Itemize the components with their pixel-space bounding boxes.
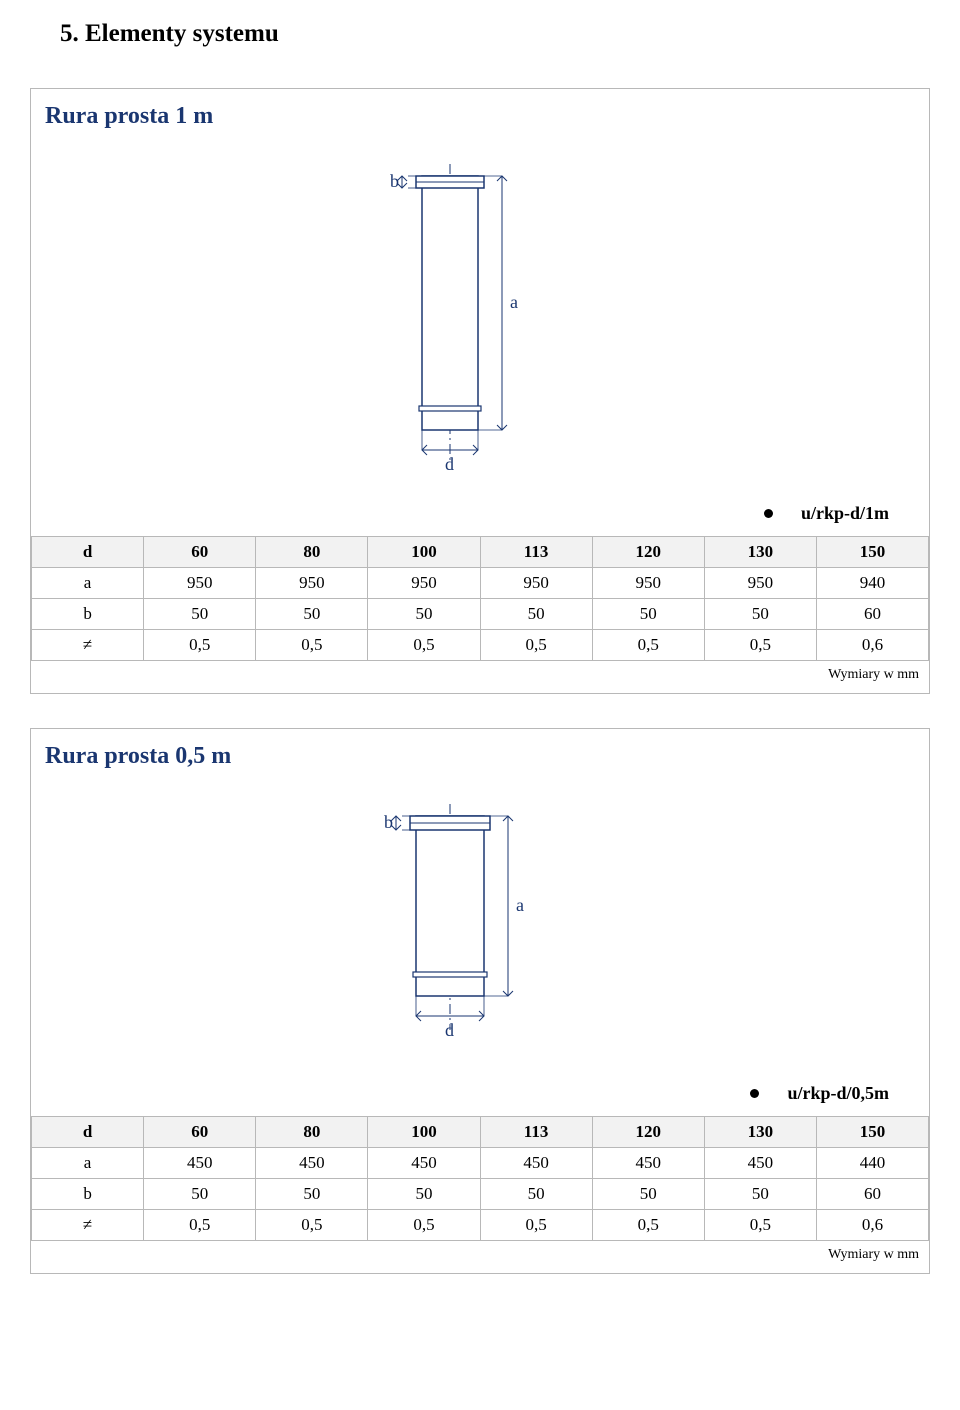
col-header: 150: [816, 1117, 928, 1148]
col-header: 80: [256, 537, 368, 568]
col-header: 120: [592, 537, 704, 568]
table-cell: 440: [816, 1148, 928, 1179]
col-header: 130: [704, 537, 816, 568]
dimensions-note: Wymiary w mm: [31, 1241, 929, 1273]
svg-text:b: b: [390, 171, 399, 191]
table-cell: 450: [592, 1148, 704, 1179]
bullet-icon: [750, 1089, 759, 1098]
row-key: ≠: [32, 630, 144, 661]
product-code-row: u/rkp-d/0,5m: [31, 1077, 929, 1116]
row-key: ≠: [32, 1210, 144, 1241]
table-cell: 0,5: [592, 1210, 704, 1241]
product-box: Rura prosta 1 mbadu/rkp-d/1md60801001131…: [30, 88, 930, 694]
pipe-diagram: b a d: [360, 146, 600, 486]
product-box: Rura prosta 0,5 mbadu/rkp-d/0,5md6080100…: [30, 728, 930, 1274]
table-cell: 0,6: [816, 1210, 928, 1241]
table-cell: 0,5: [704, 630, 816, 661]
table-cell: 50: [480, 1179, 592, 1210]
table-cell: 0,5: [480, 1210, 592, 1241]
table-cell: 0,5: [144, 630, 256, 661]
col-header: 120: [592, 1117, 704, 1148]
table-cell: 450: [480, 1148, 592, 1179]
table-cell: 950: [480, 568, 592, 599]
col-header-key: d: [32, 1117, 144, 1148]
table-cell: 50: [592, 599, 704, 630]
table-cell: 50: [256, 1179, 368, 1210]
col-header: 60: [144, 537, 256, 568]
col-header: 130: [704, 1117, 816, 1148]
table-cell: 450: [144, 1148, 256, 1179]
col-header: 113: [480, 537, 592, 568]
table-cell: 0,5: [592, 630, 704, 661]
table-cell: 50: [256, 599, 368, 630]
table-cell: 50: [592, 1179, 704, 1210]
col-header: 150: [816, 537, 928, 568]
table-cell: 0,5: [704, 1210, 816, 1241]
product-code: u/rkp-d/0,5m: [787, 1083, 889, 1103]
dimensions-note: Wymiary w mm: [31, 661, 929, 693]
table-cell: 0,5: [256, 1210, 368, 1241]
table-cell: 950: [704, 568, 816, 599]
table-cell: 50: [480, 599, 592, 630]
col-header-key: d: [32, 537, 144, 568]
table-cell: 50: [144, 1179, 256, 1210]
page: 5. Elementy systemu Rura prosta 1 mbadu/…: [0, 0, 960, 1338]
table-cell: 450: [368, 1148, 480, 1179]
table-cell: 50: [368, 1179, 480, 1210]
col-header: 113: [480, 1117, 592, 1148]
row-key: b: [32, 1179, 144, 1210]
table-cell: 940: [816, 568, 928, 599]
products-container: Rura prosta 1 mbadu/rkp-d/1md60801001131…: [30, 88, 930, 1274]
row-key: b: [32, 599, 144, 630]
table-cell: 0,5: [368, 1210, 480, 1241]
section-heading: 5. Elementy systemu: [60, 20, 930, 48]
table-cell: 450: [256, 1148, 368, 1179]
svg-text:d: d: [445, 1020, 454, 1040]
col-header: 60: [144, 1117, 256, 1148]
table-cell: 950: [368, 568, 480, 599]
table-cell: 60: [816, 1179, 928, 1210]
product-code-row: u/rkp-d/1m: [31, 497, 929, 536]
col-header: 80: [256, 1117, 368, 1148]
svg-text:b: b: [384, 812, 393, 832]
table-cell: 0,6: [816, 630, 928, 661]
table-cell: 50: [704, 599, 816, 630]
spec-table: d6080100113120130150a4504504504504504504…: [31, 1116, 929, 1241]
table-cell: 50: [704, 1179, 816, 1210]
svg-text:a: a: [510, 292, 518, 312]
product-title: Rura prosta 0,5 m: [45, 743, 929, 770]
svg-text:a: a: [516, 895, 524, 915]
table-cell: 950: [592, 568, 704, 599]
diagram-wrap: b a d: [31, 140, 929, 497]
table-cell: 0,5: [480, 630, 592, 661]
table-cell: 950: [256, 568, 368, 599]
table-cell: 0,5: [256, 630, 368, 661]
row-key: a: [32, 568, 144, 599]
svg-text:d: d: [445, 454, 454, 474]
table-cell: 0,5: [368, 630, 480, 661]
bullet-icon: [764, 509, 773, 518]
col-header: 100: [368, 537, 480, 568]
col-header: 100: [368, 1117, 480, 1148]
table-cell: 0,5: [144, 1210, 256, 1241]
product-title: Rura prosta 1 m: [45, 103, 929, 130]
pipe-diagram: b a d: [360, 786, 600, 1066]
product-code: u/rkp-d/1m: [801, 503, 889, 523]
table-cell: 60: [816, 599, 928, 630]
table-cell: 50: [144, 599, 256, 630]
diagram-wrap: b a d: [31, 780, 929, 1077]
table-cell: 50: [368, 599, 480, 630]
spec-table: d6080100113120130150a9509509509509509509…: [31, 536, 929, 661]
row-key: a: [32, 1148, 144, 1179]
table-cell: 950: [144, 568, 256, 599]
table-cell: 450: [704, 1148, 816, 1179]
